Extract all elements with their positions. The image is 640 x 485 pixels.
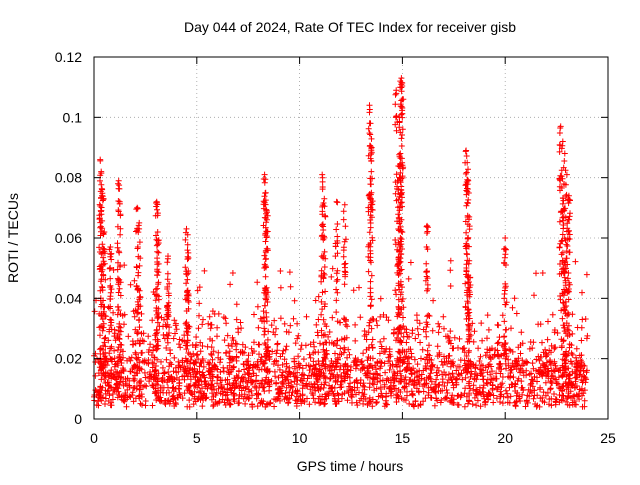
x-tick-label: 0 xyxy=(90,430,98,446)
y-tick-label: 0.1 xyxy=(63,109,83,125)
y-tick-label: 0.12 xyxy=(55,49,82,65)
chart-title: Day 044 of 2024, Rate Of TEC Index for r… xyxy=(184,19,516,35)
data-points xyxy=(91,75,591,410)
y-tick-label: 0.04 xyxy=(55,290,82,306)
x-tick-label: 20 xyxy=(497,430,513,446)
x-axis-label: GPS time / hours xyxy=(297,458,404,474)
x-tick-label: 15 xyxy=(395,430,411,446)
y-tick-label: 0 xyxy=(74,411,82,427)
axis-ticks: 0 5 10 15 20 25 0 0.02 0.04 0.06 0.08 0.1 0.12 xyxy=(55,49,616,446)
roti-markers xyxy=(91,75,591,410)
x-tick-label: 25 xyxy=(600,430,616,446)
x-tick-label: 10 xyxy=(292,430,308,446)
y-tick-label: 0.08 xyxy=(55,170,82,186)
y-tick-label: 0.06 xyxy=(55,230,82,246)
y-tick-label: 0.02 xyxy=(55,351,82,367)
y-axis-label: ROTI / TECUs xyxy=(5,193,21,283)
x-tick-label: 5 xyxy=(193,430,201,446)
